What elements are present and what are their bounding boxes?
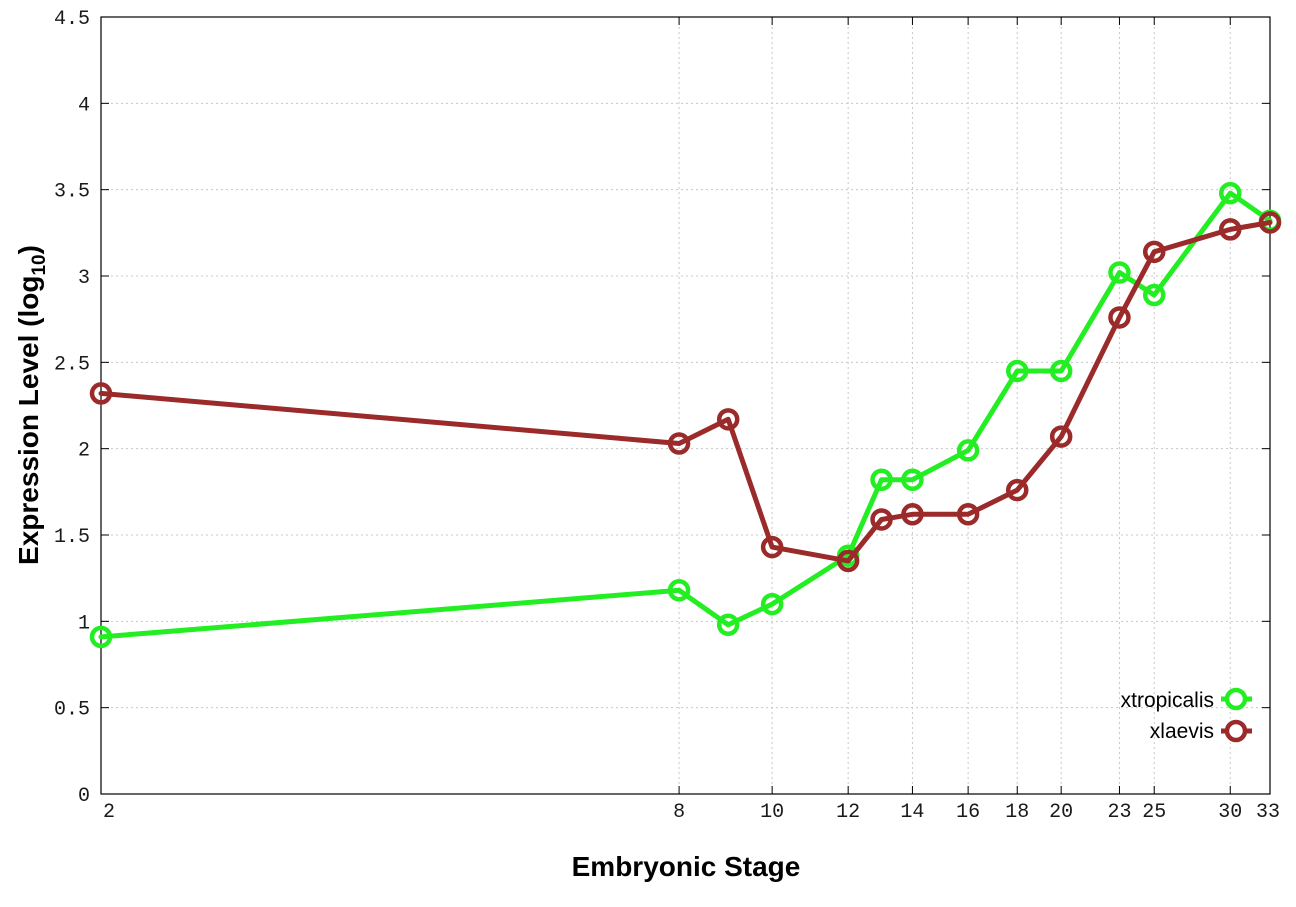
data-point-xtropicalis (956, 439, 980, 462)
data-point-xlaevis (1219, 218, 1242, 241)
x-tick-label: 23 (1107, 801, 1131, 824)
x-tick-label: 8 (673, 801, 685, 824)
legend-label-xlaevis: xlaevis (1150, 720, 1214, 743)
y-tick-label: 4.5 (54, 8, 90, 31)
x-tick-label: 20 (1049, 801, 1073, 824)
plot-area-frame (100, 16, 1271, 795)
data-point-xlaevis (956, 503, 980, 526)
legend-entry-xlaevis: xlaevis (1150, 719, 1252, 743)
x-tick-label: 25 (1142, 801, 1166, 824)
data-point-xtropicalis (1049, 359, 1073, 383)
data-point-xtropicalis (1005, 359, 1029, 383)
series-line-xlaevis (98, 220, 1273, 564)
x-tick-label: 33 (1256, 801, 1280, 824)
data-point-xlaevis (716, 408, 740, 431)
data-point-xlaevis (1258, 211, 1282, 234)
y-tick-label: 3 (78, 267, 90, 290)
y-axis-title: Expression Level (log10) (13, 245, 50, 565)
x-tick-label: 12 (836, 801, 860, 824)
data-point-xlaevis (870, 508, 893, 531)
data-point-xtropicalis (89, 625, 113, 649)
y-tick-label: 2 (78, 440, 90, 463)
y-tick-label: 1.5 (54, 526, 90, 549)
grid-layer (101, 17, 1270, 794)
data-point-xlaevis (836, 549, 860, 573)
data-point-xlaevis (1049, 425, 1073, 448)
data-point-xlaevis (667, 432, 691, 455)
y-tick-label: 2.5 (54, 353, 90, 376)
y-tick-label: 0.5 (54, 699, 90, 722)
data-point-xtropicalis (870, 468, 893, 491)
data-point-xlaevis (760, 535, 784, 559)
data-point-xtropicalis (1219, 181, 1242, 205)
data-point-xlaevis (1108, 306, 1131, 329)
data-point-xtropicalis (760, 592, 784, 616)
data-point-xlaevis (1142, 240, 1166, 264)
y-axis-title-main: Expression Level (log (13, 276, 44, 565)
data-point-xlaevis (1005, 478, 1029, 502)
x-tick-label: 30 (1218, 801, 1242, 824)
data-point-xlaevis (89, 382, 113, 405)
x-tick-label: 16 (956, 801, 980, 824)
legend: xtropicalis xlaevis (1121, 687, 1252, 743)
series-xtropicalis (89, 181, 1282, 649)
x-axis-title: Embryonic Stage (572, 851, 801, 882)
y-tick-label: 4 (78, 94, 90, 117)
data-point-xtropicalis (1142, 283, 1166, 307)
y-axis-title-close: ) (13, 245, 44, 254)
y-tick-label: 3.5 (54, 181, 90, 204)
legend-entry-xtropicalis: xtropicalis (1121, 687, 1252, 712)
x-tick-label: 10 (760, 801, 784, 824)
legend-label-xtropicalis: xtropicalis (1121, 689, 1214, 712)
y-tick-label: 1 (78, 612, 90, 635)
legend-marker-xlaevis (1224, 719, 1248, 743)
legend-marker-xtropicalis (1224, 687, 1248, 711)
series-layer (89, 181, 1282, 649)
series-xlaevis (89, 211, 1282, 573)
data-point-xtropicalis (667, 579, 691, 602)
y-tick-label: 0 (78, 785, 90, 808)
data-point-xtropicalis (716, 613, 740, 637)
data-point-xtropicalis (1108, 261, 1131, 284)
y-axis-title-subscript: 10 (29, 254, 50, 275)
series-line-xtropicalis (98, 190, 1273, 640)
data-point-xtropicalis (901, 468, 924, 491)
data-point-xlaevis (901, 503, 924, 526)
x-tick-label: 2 (103, 801, 115, 824)
x-tick-label: 18 (1005, 801, 1029, 824)
x-tick-label: 14 (900, 801, 924, 824)
tick-layer: 0 0.5 1 1.5 2 2.5 3 3.5 4 4.5 2 8 10 12 14 16 18 20 23 25 30… (54, 8, 1280, 824)
